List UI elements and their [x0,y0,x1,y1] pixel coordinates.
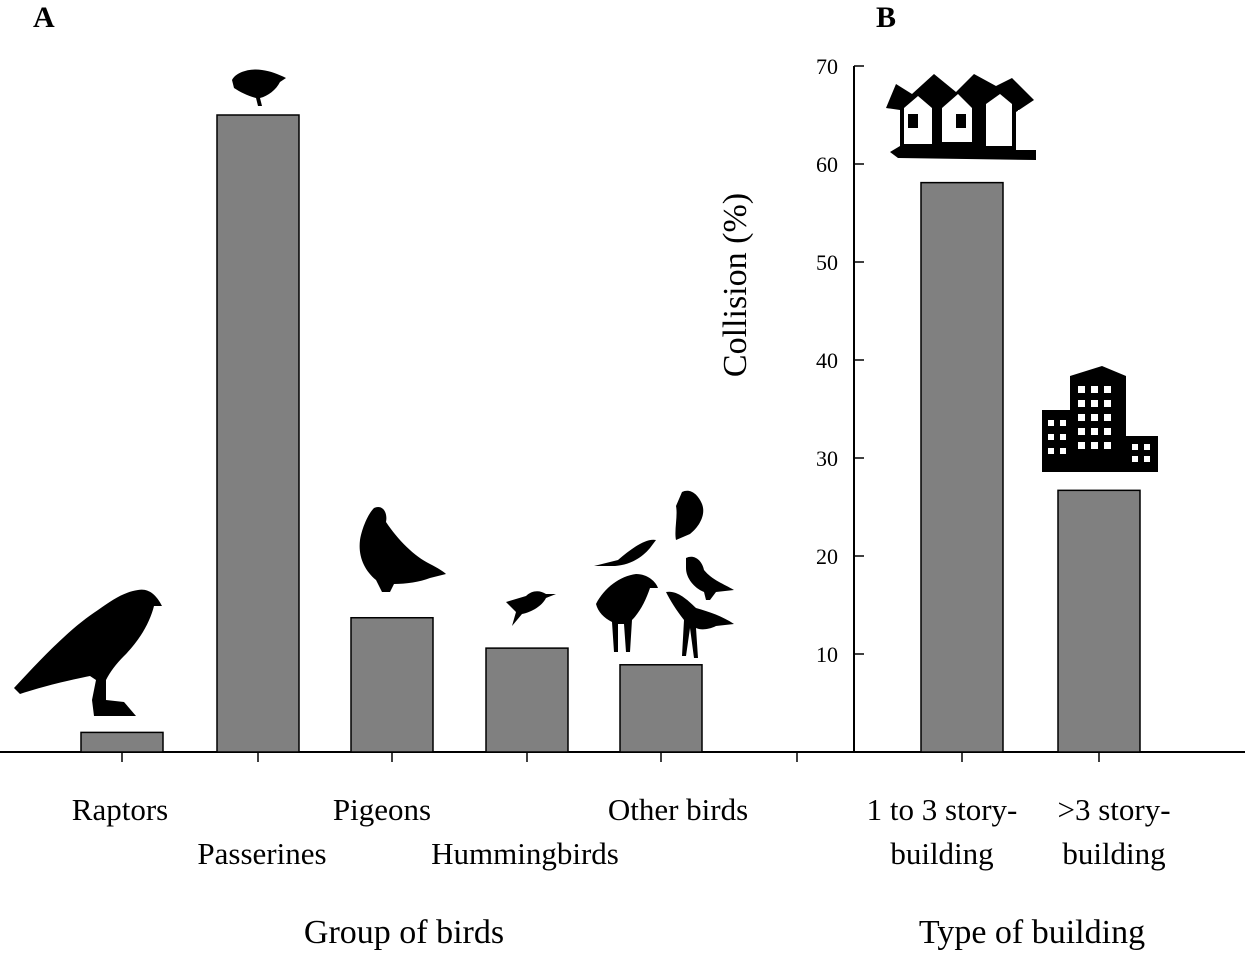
panel-label-a: A [33,1,55,34]
apartment-building-icon [1042,366,1158,472]
x-axis-title-a: Group of birds [304,914,504,951]
y-tick-label: 70 [816,54,838,79]
x-axis-title-b: Type of building [919,914,1145,951]
raptor-silhouette-icon [14,589,162,716]
bar-raptors [80,731,164,753]
y-tick-label: 30 [816,446,838,471]
bar-hummingbirds [485,647,569,753]
category-label-3-story-building-line1: >3 story- [1057,792,1170,827]
panel-label-b: B [876,1,896,34]
category-label-raptors: Raptors [72,792,168,827]
y-tick-label: 20 [816,544,838,569]
house-icon [886,74,1036,160]
bars-group-of-birds [80,114,703,753]
bar-other-birds [619,664,703,753]
category-label-3-story-building-line2: building [1062,836,1165,871]
category-label-hummingbirds: Hummingbirds [431,836,619,871]
bar-passerines [216,114,300,753]
bars-type-of-building [920,181,1141,753]
x-ticks [121,752,1100,762]
bar-1-to-3-story-building [920,181,1004,753]
category-label-1-to-3-story-building-line2: building [890,836,993,871]
category-label-other-birds: Other birds [608,792,748,827]
category-label-1-to-3-story-building-line1: 1 to 3 story- [867,792,1018,827]
y-tick-label: 60 [816,152,838,177]
pigeon-silhouette-icon [359,506,446,592]
y-tick-label: 50 [816,250,838,275]
y-tick-label: 10 [816,642,838,667]
y-tick-label: 40 [816,348,838,373]
y-ticks: 10 20 30 40 50 60 70 [816,54,864,667]
category-label-pigeons: Pigeons [333,792,431,827]
category-label-passerines: Passerines [197,836,326,871]
other-birds-silhouettes-icon [594,490,734,658]
y-axis-title: Collision (%) [717,193,754,377]
passerine-silhouette-icon [232,69,286,106]
bar-pigeons [350,616,434,753]
bar-3-story-building [1057,489,1141,753]
hummingbird-silhouette-icon [506,591,556,626]
